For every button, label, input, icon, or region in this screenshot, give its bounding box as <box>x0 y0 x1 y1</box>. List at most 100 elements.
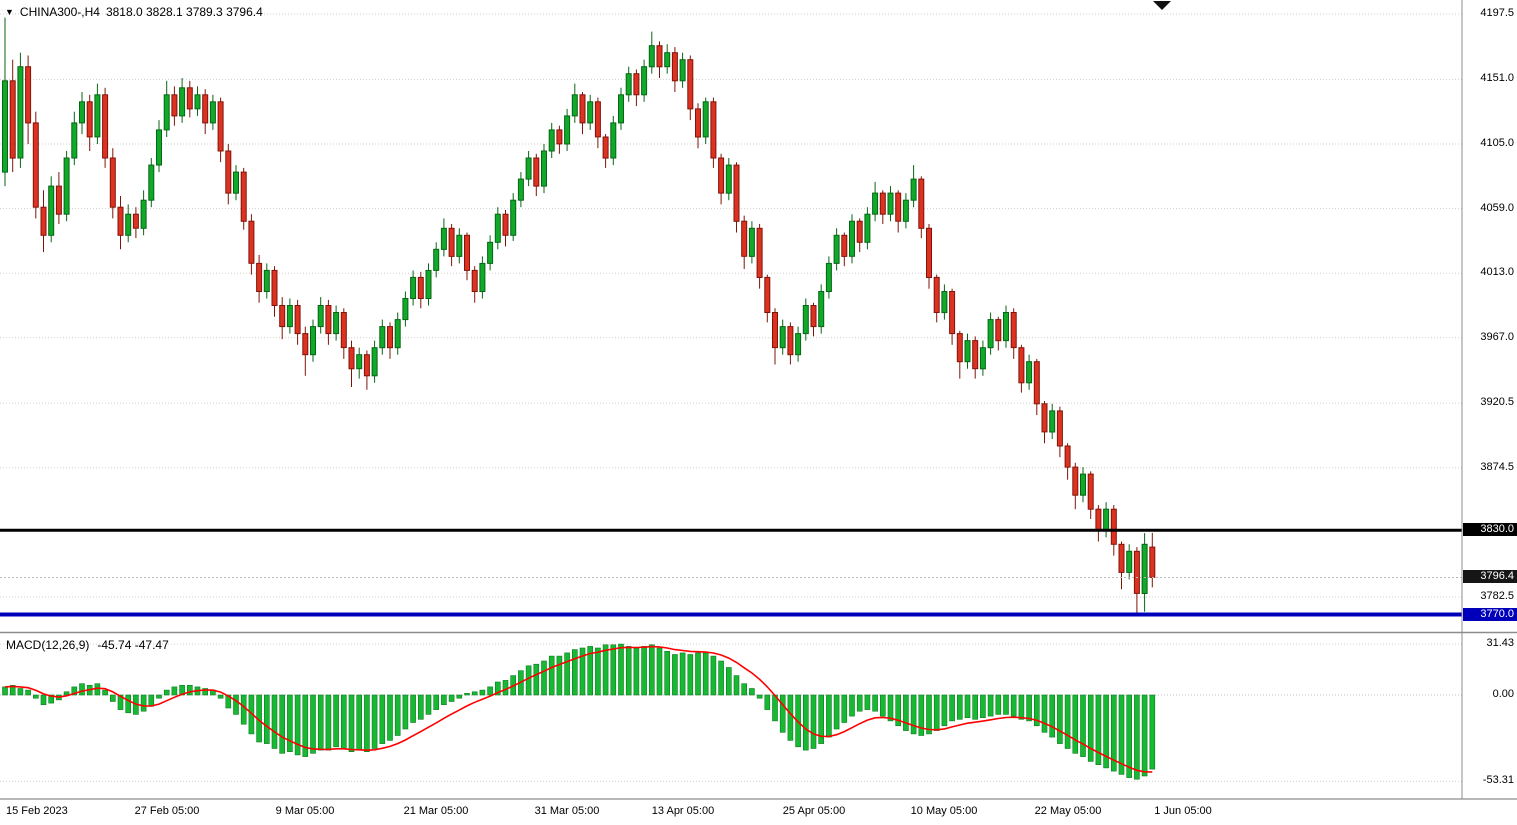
macd-histogram-bar <box>456 694 463 699</box>
price-axis-label: 4059.0 <box>1480 202 1514 214</box>
price-axis[interactable]: 4197.5 4151.0 4105.0 4059.0 4013.0 3967.0 3920… <box>1463 0 1517 800</box>
macd-histogram-bar <box>587 646 594 696</box>
time-axis-label: 10 May 05:00 <box>910 805 978 817</box>
macd-gridlines <box>0 643 1462 782</box>
macd-histogram-bar <box>25 689 31 696</box>
macd-axis-label: 31.43 <box>1486 637 1514 649</box>
macd-histogram-bar <box>525 665 532 696</box>
macd-histogram-bar <box>1034 694 1040 727</box>
macd-histogram-bar <box>695 652 701 696</box>
candle-body <box>556 129 563 145</box>
macd-histogram-bar <box>1003 694 1009 715</box>
candle-body <box>440 227 447 250</box>
macd-histogram-bar <box>433 694 440 710</box>
macd-histogram-bar <box>233 694 239 715</box>
macd-histogram-bar <box>1080 694 1086 757</box>
candle-body <box>9 80 16 159</box>
candle-body <box>833 234 840 264</box>
candle-body <box>286 305 293 328</box>
macd-histogram-bar <box>402 694 409 730</box>
candle-body <box>256 262 263 292</box>
macd-histogram-bar <box>464 693 470 696</box>
candle-body <box>964 340 971 363</box>
chart-shift-marker-icon[interactable] <box>1153 1 1171 10</box>
candle-body <box>1033 361 1040 405</box>
macd-histogram-bar <box>702 652 709 696</box>
macd-histogram-bar <box>872 694 878 712</box>
candle-body <box>240 171 247 222</box>
candle-body <box>517 178 524 201</box>
macd-histogram-bar <box>1049 694 1055 738</box>
candle-body <box>1041 403 1048 433</box>
candle-body <box>949 291 956 335</box>
candle-body <box>564 115 571 145</box>
candle-body <box>979 347 986 370</box>
candle-body <box>194 94 201 110</box>
candle-body <box>725 164 732 194</box>
macd-histogram-bar <box>171 686 178 696</box>
macd-histogram-bar <box>926 694 932 735</box>
macd-histogram-bar <box>1126 694 1132 778</box>
candle-body <box>233 171 239 194</box>
candle-body <box>1149 546 1156 578</box>
candle-body <box>40 206 47 236</box>
candle-body <box>433 248 440 271</box>
macd-histogram-bar <box>849 694 855 717</box>
candle-body <box>895 192 902 222</box>
macd-histogram-bar <box>564 652 570 696</box>
ohlc-values: 3818.0 3828.1 3789.3 3796.4 <box>105 5 263 19</box>
candle-body <box>648 45 655 68</box>
candle-body <box>1080 473 1086 496</box>
macd-histogram-bar <box>487 686 493 696</box>
candle-body <box>664 52 671 68</box>
candle-body <box>594 101 601 138</box>
macd-histogram-bar <box>648 644 655 696</box>
macd-histogram-bar <box>110 694 116 702</box>
candle-body <box>394 319 401 349</box>
candle-body <box>340 312 347 349</box>
macd-histogram-bar <box>394 694 401 736</box>
candle-body <box>140 199 147 229</box>
time-axis[interactable]: 15 Feb 2023 27 Feb 05:00 9 Mar 05:00 21 Mar… <box>0 800 1517 825</box>
symbol-marker-icon: ▼ <box>5 6 14 17</box>
macd-histogram-bar <box>895 694 902 727</box>
candle-body <box>225 150 232 194</box>
macd-histogram-bar <box>9 684 16 696</box>
candle-body <box>810 305 817 328</box>
macd-histogram-bar <box>1057 694 1063 744</box>
candle-body <box>363 354 370 377</box>
candle-body <box>695 108 701 138</box>
macd-histogram-bar <box>710 655 717 696</box>
chart-canvas[interactable] <box>0 0 1517 800</box>
candle-body <box>25 66 32 124</box>
price-tag-3796.4: 3796.4 <box>1463 570 1517 583</box>
macd-histogram-bar <box>79 683 85 696</box>
candle-body <box>602 136 609 159</box>
macd-histogram-bar <box>933 694 940 731</box>
candle-body <box>17 66 24 159</box>
candle-body <box>671 52 678 82</box>
macd-histogram-bar <box>779 694 786 733</box>
candle-body <box>872 192 879 215</box>
macd-histogram-bar <box>633 647 640 696</box>
candle-body <box>71 122 78 159</box>
candle-body <box>132 213 139 229</box>
macd-histogram-bar <box>348 694 355 753</box>
macd-histogram-bar <box>956 694 963 720</box>
candle-body <box>1126 550 1133 573</box>
candle-body <box>987 319 994 349</box>
macd-histogram-bar <box>1018 694 1025 720</box>
macd-histogram-bar <box>225 694 232 709</box>
macd-histogram-bar <box>741 683 748 696</box>
candle-body <box>887 192 894 215</box>
candle-body <box>333 312 340 335</box>
candle-body <box>86 101 93 138</box>
macd-histogram-bar <box>356 694 363 751</box>
macd-histogram-bar <box>102 689 108 696</box>
candle-body <box>202 94 209 124</box>
macd-histogram-bar <box>672 654 678 696</box>
candle-body <box>533 157 540 187</box>
macd-histogram-bar <box>364 694 370 753</box>
macd-histogram-bar <box>248 694 255 735</box>
